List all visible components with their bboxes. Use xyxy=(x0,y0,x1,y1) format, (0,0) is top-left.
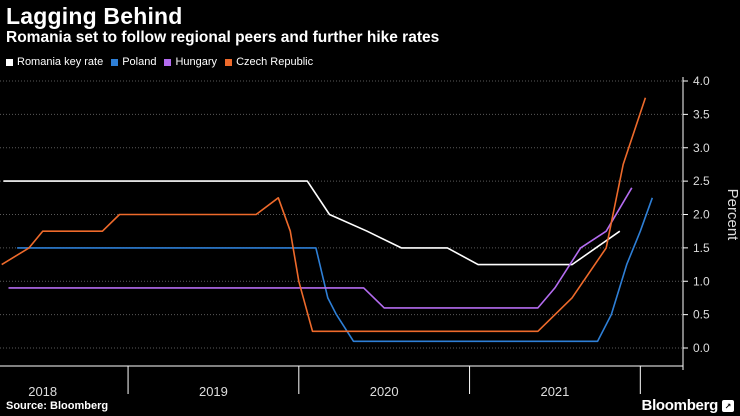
x-tick-label: 2018 xyxy=(28,384,57,399)
legend-label-poland: Poland xyxy=(122,56,157,68)
chart-title: Lagging Behind xyxy=(6,3,183,29)
bloomberg-logo: Bloomberg xyxy=(641,397,719,414)
legend-swatch-hungary xyxy=(164,58,172,66)
y-tick-label: 2.0 xyxy=(693,208,710,222)
y-tick-label: 0.5 xyxy=(693,308,710,322)
y-tick-label: 3.5 xyxy=(693,107,710,121)
y-tick-label: 4.0 xyxy=(693,74,710,88)
legend-swatch-romania xyxy=(6,58,13,66)
source-note: Source: Bloomberg xyxy=(6,400,109,412)
x-tick-label: 2019 xyxy=(199,384,228,399)
legend-label-czech: Czech Republic xyxy=(236,56,314,68)
y-tick-label: 1.5 xyxy=(693,241,710,255)
legend-item-czech: Czech Republic xyxy=(225,56,313,68)
x-tick-label: 2021 xyxy=(540,384,569,399)
legend-item-poland: Poland xyxy=(111,56,156,68)
legend-label-romania: Romania key rate xyxy=(17,56,104,68)
legend-item-romania: Romania key rate xyxy=(6,56,103,68)
series-line-czech-republic xyxy=(1,97,647,333)
series-line-hungary xyxy=(8,187,633,309)
y-tick-label: 2.5 xyxy=(693,174,710,188)
y-tick-label: 1.0 xyxy=(693,274,710,288)
legend-item-hungary: Hungary xyxy=(164,56,217,68)
y-tick-label: 3.0 xyxy=(693,141,710,155)
chart-subtitle: Romania set to follow regional peers and… xyxy=(6,29,440,46)
bloomberg-badge-icon: ↗ xyxy=(722,400,734,412)
y-axis-label: Percent xyxy=(724,189,740,242)
series-line-romania-key-rate xyxy=(3,180,621,266)
x-tick-label: 2020 xyxy=(370,384,399,399)
legend-label-hungary: Hungary xyxy=(175,56,218,68)
legend-swatch-poland xyxy=(111,58,119,66)
legend: Romania key rate Poland Hungary Czech Re… xyxy=(6,56,313,68)
legend-swatch-czech xyxy=(225,58,233,66)
y-tick-label: 0.0 xyxy=(693,341,710,355)
series-line-poland xyxy=(17,197,654,343)
